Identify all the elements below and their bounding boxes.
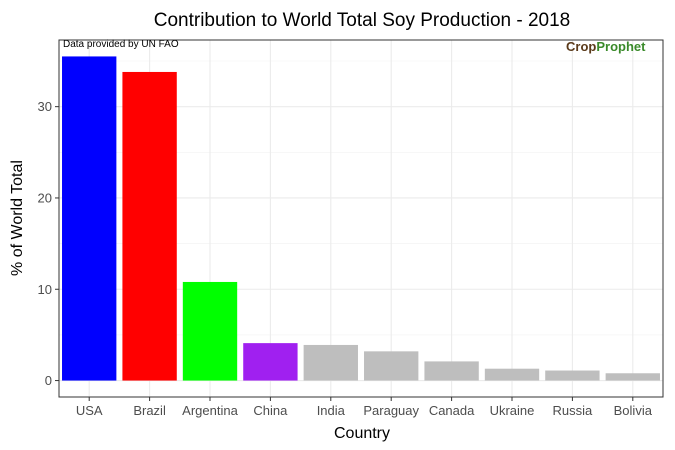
x-tick-label: Canada [429,403,475,418]
x-tick-label: India [317,403,346,418]
bar-paraguay [364,351,419,381]
y-axis-title: % of World Total [9,160,26,276]
bar-india [303,344,358,381]
bars [62,56,660,381]
x-tick-label: Russia [553,403,594,418]
bar-russia [545,370,600,381]
bar-argentina [182,281,238,381]
x-tick-label: Bolivia [614,403,653,418]
y-tick-label: 10 [38,282,52,297]
bar-ukraine [484,368,540,381]
logo-part-prophet: Prophet [596,39,646,54]
y-tick-label: 0 [45,373,52,388]
y-tick-label: 30 [38,99,52,114]
source-annotation: Data provided by UN FAO [63,39,179,50]
x-axis: USA Brazil Argentina China India Paraguay Cana… [76,397,653,418]
bar-bolivia [605,373,660,381]
chart-title: Contribution to World Total Soy Producti… [154,10,570,31]
bar-canada [424,361,479,381]
x-tick-label: Argentina [182,403,238,418]
bar-brazil [122,71,177,381]
logo-part-crop: Crop [566,39,596,54]
svg-text:CropProphet: CropProphet [566,39,646,54]
x-tick-label: Ukraine [490,403,535,418]
croprophet-logo: CropProphet [566,39,646,54]
y-axis: 0 10 20 30 [38,99,59,388]
bar-china [243,343,298,381]
x-tick-label: Paraguay [363,403,419,418]
bar-usa [62,56,117,381]
y-tick-label: 20 [38,190,52,205]
x-tick-label: USA [76,403,103,418]
plot-panel-border [58,39,664,398]
x-tick-label: China [253,403,288,418]
x-tick-label: Brazil [133,403,166,418]
x-axis-title: Country [334,425,390,442]
